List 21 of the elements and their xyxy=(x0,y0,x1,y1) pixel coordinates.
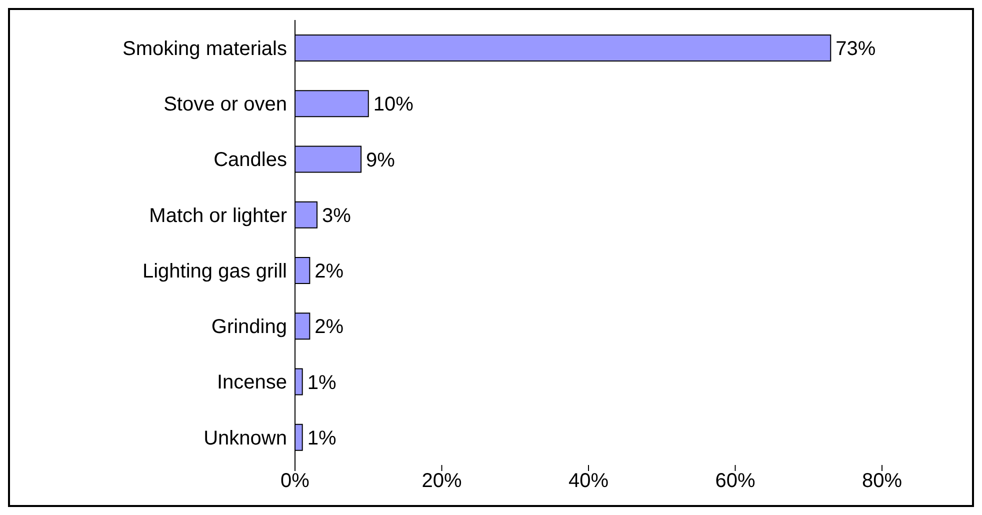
data-label: 2% xyxy=(314,260,344,283)
data-label: 2% xyxy=(314,316,344,338)
x-tick-label: 60% xyxy=(715,470,756,492)
data-label: 73% xyxy=(836,38,876,60)
y-tick-label: Incense xyxy=(216,372,287,394)
data-label: 1% xyxy=(307,372,336,394)
x-tick-label: 0% xyxy=(280,470,310,492)
data-label: 10% xyxy=(373,94,414,116)
data-label: 1% xyxy=(307,427,336,450)
y-tick-label: Stove or oven xyxy=(164,94,287,116)
y-tick-label: Candles xyxy=(214,149,287,172)
x-tick-label: 20% xyxy=(422,470,462,492)
y-tick-label: Grinding xyxy=(211,316,287,338)
data-label: 3% xyxy=(322,204,352,227)
x-tick-label: 80% xyxy=(862,470,902,492)
y-tick-label: Smoking materials xyxy=(122,38,287,60)
y-tick-label: Unknown xyxy=(204,427,287,450)
y-tick-label: Lighting gas grill xyxy=(142,260,287,282)
data-label: 9% xyxy=(366,149,396,172)
y-tick-label: Match or lighter xyxy=(149,204,288,227)
x-tick-label: 40% xyxy=(568,470,609,492)
